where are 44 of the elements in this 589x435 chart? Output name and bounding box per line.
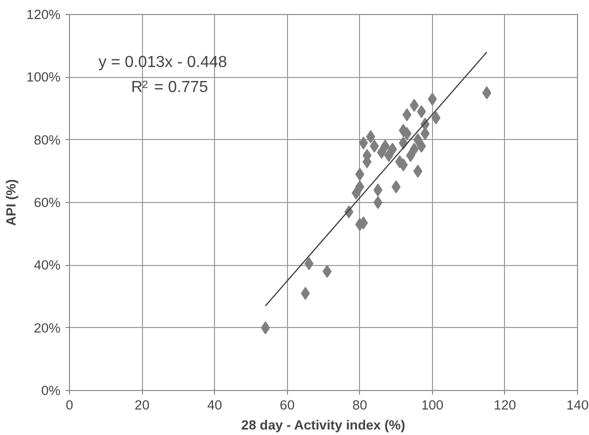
point <box>373 183 382 196</box>
y-tick-label: 20% <box>34 320 61 336</box>
point <box>410 98 419 112</box>
x-tick-label: 20 <box>134 398 150 412</box>
point <box>380 140 390 153</box>
x-tick-label: 140 <box>566 398 589 412</box>
point <box>260 321 270 334</box>
y-axis-title: API (%) <box>3 179 18 226</box>
y-tick-label: 120% <box>26 7 61 22</box>
annotation: y = 0.013x - 0.448 <box>98 54 228 71</box>
x-axis-title: 28 day - Activity index (%) <box>241 418 406 432</box>
point <box>358 136 368 150</box>
x-tick-label: 80 <box>352 398 368 412</box>
point <box>373 196 382 209</box>
point <box>355 180 364 194</box>
point <box>304 257 314 270</box>
point <box>402 127 412 140</box>
y-tick-label: 40% <box>34 258 61 273</box>
point <box>322 264 332 278</box>
point <box>300 286 310 300</box>
point <box>428 92 437 106</box>
point <box>392 180 401 194</box>
point <box>420 127 430 140</box>
y-tick-label: 0% <box>41 383 61 398</box>
point <box>410 142 419 156</box>
y-tick-label: 100% <box>26 70 61 85</box>
point <box>388 142 397 156</box>
point <box>416 140 426 153</box>
x-tick-label: 60 <box>280 398 295 412</box>
y-tick-label: 60% <box>34 195 61 210</box>
point <box>431 111 440 124</box>
point <box>482 86 492 100</box>
point <box>370 140 379 153</box>
point <box>402 108 412 122</box>
point <box>398 158 408 172</box>
point <box>413 164 422 178</box>
x-tick-label: 120 <box>494 398 516 412</box>
point <box>416 105 426 118</box>
point <box>366 130 376 144</box>
x-tick-label: 0 <box>66 398 74 412</box>
x-tick-label: 40 <box>207 398 222 412</box>
point <box>355 168 364 181</box>
y-tick-label: 80% <box>34 132 61 148</box>
x-tick-label: 100 <box>421 398 444 412</box>
